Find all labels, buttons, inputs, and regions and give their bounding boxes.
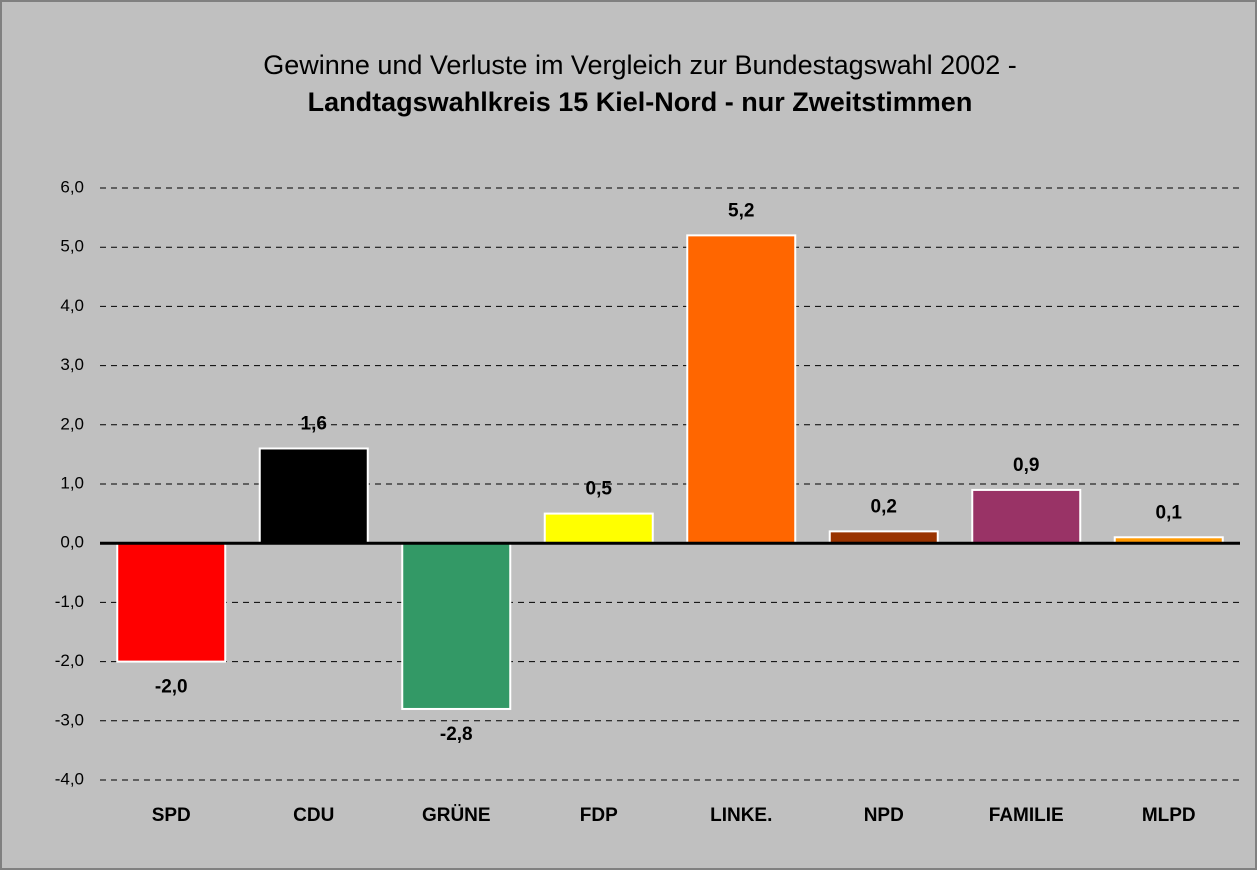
y-tick-label: -3,0 <box>55 710 84 729</box>
data-label: 0,1 <box>1156 502 1183 523</box>
x-tick-label: FAMILIE <box>989 805 1064 826</box>
y-tick-label: -2,0 <box>55 651 84 670</box>
y-tick-label: 4,0 <box>60 296 84 315</box>
bar <box>828 530 939 545</box>
x-tick-label: FDP <box>580 805 618 826</box>
y-tick-label: 5,0 <box>60 237 84 256</box>
y-tick-label: -4,0 <box>55 769 84 788</box>
bar <box>401 542 512 710</box>
y-tick-label: 2,0 <box>60 414 84 433</box>
data-label: 5,2 <box>728 200 754 221</box>
chart-subtitle: Landtagswahlkreis 15 Kiel-Nord - nur Zwe… <box>308 87 973 117</box>
data-label: -2,8 <box>440 724 473 745</box>
x-tick-label: SPD <box>152 805 191 826</box>
y-tick-label: 3,0 <box>60 355 84 374</box>
y-tick-label: -1,0 <box>55 592 84 611</box>
bar <box>543 512 654 545</box>
data-label: 0,9 <box>1013 455 1039 476</box>
x-tick-label: NPD <box>864 805 904 826</box>
x-tick-label: LINKE. <box>710 805 772 826</box>
data-label: -2,0 <box>155 677 188 698</box>
x-tick-label: GRÜNE <box>422 805 491 826</box>
bar <box>116 542 227 663</box>
x-tick-label: MLPD <box>1142 805 1196 826</box>
y-tick-label: 6,0 <box>60 177 84 196</box>
x-tick-label: CDU <box>293 805 334 826</box>
data-label: 1,6 <box>301 413 327 434</box>
bar <box>971 488 1082 545</box>
y-tick-label: 1,0 <box>60 473 84 492</box>
bar <box>258 447 369 545</box>
data-label: 0,5 <box>586 479 613 500</box>
chart-title: Gewinne und Verluste im Vergleich zur Bu… <box>263 50 1016 80</box>
bar <box>686 234 797 545</box>
y-tick-label: 0,0 <box>60 533 84 552</box>
data-label: 0,2 <box>871 496 897 517</box>
